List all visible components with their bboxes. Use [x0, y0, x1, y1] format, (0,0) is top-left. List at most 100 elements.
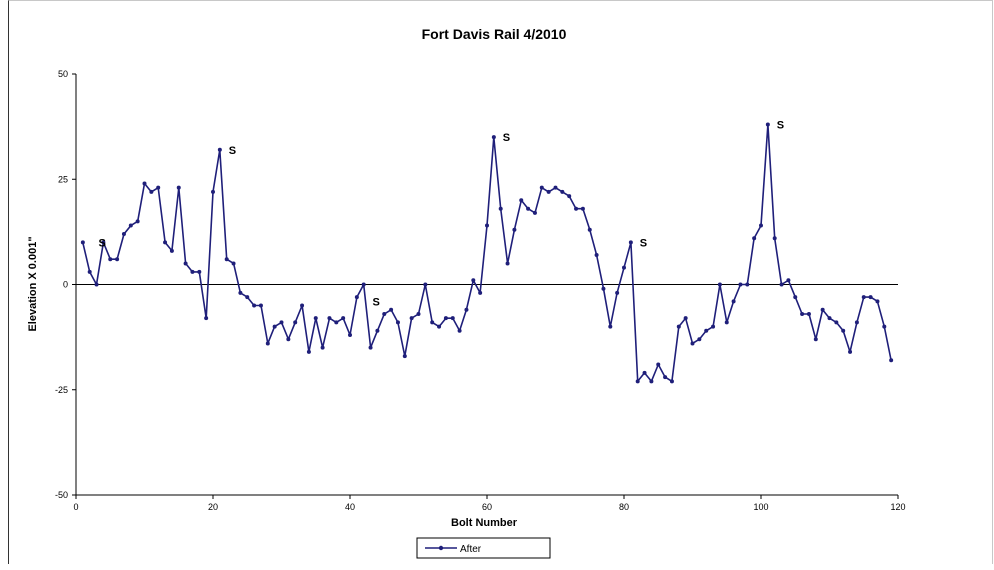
legend-marker-swatch [438, 545, 444, 551]
data-point [272, 324, 277, 329]
data-point [286, 337, 291, 342]
data-point [409, 316, 414, 321]
data-point [889, 358, 894, 363]
data-point [717, 282, 722, 287]
data-point [498, 206, 503, 211]
data-point [628, 240, 633, 245]
y-tick-label: -50 [55, 490, 68, 500]
data-point [334, 320, 339, 325]
data-point [437, 324, 442, 329]
data-point [669, 379, 674, 384]
data-point [258, 303, 263, 308]
data-point [724, 320, 729, 325]
data-point [539, 185, 544, 190]
data-point [169, 248, 174, 253]
data-point [786, 278, 791, 283]
data-point [772, 236, 777, 241]
annotation-label: S [373, 296, 380, 308]
data-point [306, 349, 311, 354]
data-point [245, 295, 250, 300]
data-point [450, 316, 455, 321]
data-point [868, 295, 873, 300]
data-point [354, 295, 359, 300]
data-point [656, 362, 661, 367]
data-point [197, 269, 202, 274]
data-point [574, 206, 579, 211]
annotation-label: S [503, 132, 510, 144]
y-axis-label: Elevation X 0.001" [27, 236, 39, 331]
data-point [485, 223, 489, 228]
data-point [382, 311, 387, 316]
data-point [711, 324, 716, 329]
data-point [135, 219, 140, 224]
data-point [765, 122, 770, 127]
data-point [430, 320, 435, 325]
legend-label-after: After [460, 544, 482, 555]
data-point [94, 282, 99, 287]
data-point [389, 307, 394, 312]
data-point [848, 349, 853, 354]
series-after [80, 122, 894, 384]
data-point [265, 341, 270, 346]
data-point [642, 370, 647, 375]
data-point [800, 311, 805, 316]
annotation-label: S [777, 120, 784, 132]
data-point [649, 379, 654, 384]
data-point [759, 223, 763, 228]
data-point [121, 231, 126, 236]
data-point [793, 295, 798, 300]
data-point [615, 290, 620, 295]
x-tick-label: 20 [208, 502, 218, 512]
data-point [820, 307, 825, 312]
data-point [601, 286, 606, 291]
data-point [115, 257, 120, 262]
data-point [587, 227, 592, 232]
data-point [505, 261, 510, 266]
data-point [108, 257, 113, 262]
data-point [594, 253, 599, 258]
data-point [163, 240, 168, 245]
data-point [464, 307, 469, 312]
x-tick-label: 40 [345, 502, 355, 512]
data-point [361, 282, 366, 287]
data-point [80, 240, 85, 245]
legend[interactable]: After [416, 537, 551, 559]
data-point [300, 303, 305, 308]
data-point [395, 320, 400, 325]
data-point [402, 354, 407, 359]
data-point [313, 316, 318, 321]
data-point [279, 320, 284, 325]
x-tick-label: 60 [482, 502, 492, 512]
data-point [841, 328, 846, 333]
data-point [149, 189, 154, 194]
data-point [519, 198, 524, 203]
data-point [697, 337, 702, 342]
data-point [635, 379, 640, 384]
data-point [512, 227, 517, 232]
data-point [156, 185, 161, 190]
data-point [190, 269, 195, 274]
data-point [320, 345, 325, 350]
data-point [608, 324, 613, 329]
data-point [87, 269, 92, 274]
data-point [238, 290, 243, 295]
annotations: S S S S S S [99, 120, 784, 309]
data-point [580, 206, 585, 211]
data-point [622, 265, 626, 270]
legend-box [416, 537, 551, 559]
x-tick-label: 100 [753, 502, 768, 512]
data-point [183, 261, 188, 266]
data-point [875, 299, 880, 304]
data-point [128, 223, 133, 228]
y-tick-label: 50 [58, 69, 68, 79]
y-axis-ticks: 50 25 0 -25 -50 [55, 69, 76, 500]
data-point [827, 316, 832, 321]
data-point [471, 278, 476, 283]
data-point [690, 341, 695, 346]
data-point [224, 257, 229, 262]
data-point [813, 337, 818, 342]
data-point [834, 320, 839, 325]
data-point [861, 295, 866, 300]
data-point [567, 194, 572, 199]
data-point [532, 210, 537, 215]
